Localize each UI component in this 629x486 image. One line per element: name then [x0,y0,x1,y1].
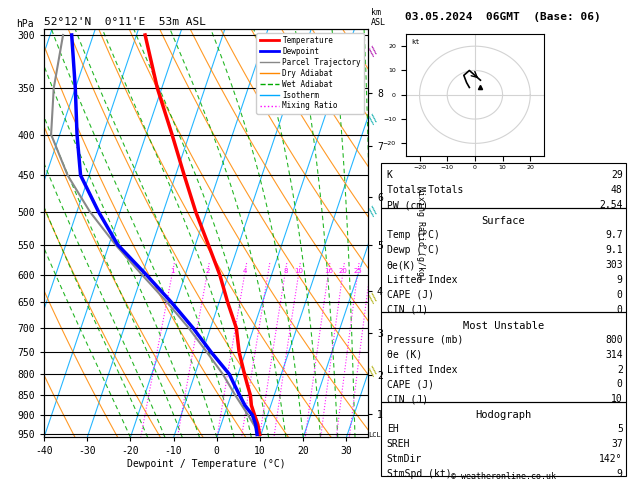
X-axis label: Dewpoint / Temperature (°C): Dewpoint / Temperature (°C) [126,459,286,469]
Text: 800: 800 [605,335,623,345]
Text: 37: 37 [611,439,623,449]
Text: © weatheronline.co.uk: © weatheronline.co.uk [451,472,555,481]
Text: 0: 0 [617,290,623,300]
Text: kt: kt [411,39,420,45]
Text: 25: 25 [353,268,362,274]
Text: 52°12'N  0°11'E  53m ASL: 52°12'N 0°11'E 53m ASL [44,17,206,27]
Text: EH: EH [387,424,399,434]
Text: StmSpd (kt): StmSpd (kt) [387,469,452,479]
Text: Lifted Index: Lifted Index [387,275,457,285]
Text: Surface: Surface [481,216,525,226]
Text: K: K [387,171,392,180]
Text: //: // [368,45,381,57]
Text: 142°: 142° [599,454,623,464]
Text: 9: 9 [617,469,623,479]
Text: 03.05.2024  06GMT  (Base: 06): 03.05.2024 06GMT (Base: 06) [405,12,601,22]
Text: 303: 303 [605,260,623,270]
Text: 4: 4 [243,268,247,274]
Text: 2: 2 [206,268,210,274]
Text: 2: 2 [617,364,623,375]
Text: 2.54: 2.54 [599,200,623,210]
Text: Hodograph: Hodograph [475,410,532,420]
Text: Pressure (mb): Pressure (mb) [387,335,463,345]
Text: LCL: LCL [369,432,381,437]
Text: CIN (J): CIN (J) [387,395,428,404]
Text: km
ASL: km ASL [371,8,386,27]
Text: PW (cm): PW (cm) [387,200,428,210]
Y-axis label: Mixing Ratio (g/kg): Mixing Ratio (g/kg) [416,186,425,281]
Text: 10: 10 [611,395,623,404]
Text: SREH: SREH [387,439,410,449]
Text: Temp (°C): Temp (°C) [387,230,440,240]
Text: StmDir: StmDir [387,454,422,464]
Text: 0: 0 [617,305,623,315]
Text: //: // [368,365,381,378]
Text: Totals Totals: Totals Totals [387,186,463,195]
Legend: Temperature, Dewpoint, Parcel Trajectory, Dry Adiabat, Wet Adiabat, Isotherm, Mi: Temperature, Dewpoint, Parcel Trajectory… [257,33,364,114]
Text: 9.7: 9.7 [605,230,623,240]
Text: CAPE (J): CAPE (J) [387,290,434,300]
Text: 1: 1 [170,268,175,274]
Text: 9: 9 [617,275,623,285]
Text: 29: 29 [611,171,623,180]
Text: CIN (J): CIN (J) [387,305,428,315]
Text: θe(K): θe(K) [387,260,416,270]
Text: 10: 10 [294,268,304,274]
Text: θe (K): θe (K) [387,349,422,360]
Text: //: // [368,113,381,125]
Text: 314: 314 [605,349,623,360]
Text: 48: 48 [611,186,623,195]
Text: 8: 8 [283,268,288,274]
Text: 0: 0 [617,380,623,389]
Text: Lifted Index: Lifted Index [387,364,457,375]
Text: 20: 20 [339,268,348,274]
Text: Dewp (°C): Dewp (°C) [387,245,440,255]
Text: 5: 5 [617,424,623,434]
Text: Most Unstable: Most Unstable [462,320,544,330]
Text: 16: 16 [324,268,333,274]
Text: //: // [368,293,381,305]
Text: hPa: hPa [16,19,34,29]
Text: 9.1: 9.1 [605,245,623,255]
Text: CAPE (J): CAPE (J) [387,380,434,389]
Text: //: // [368,205,381,218]
